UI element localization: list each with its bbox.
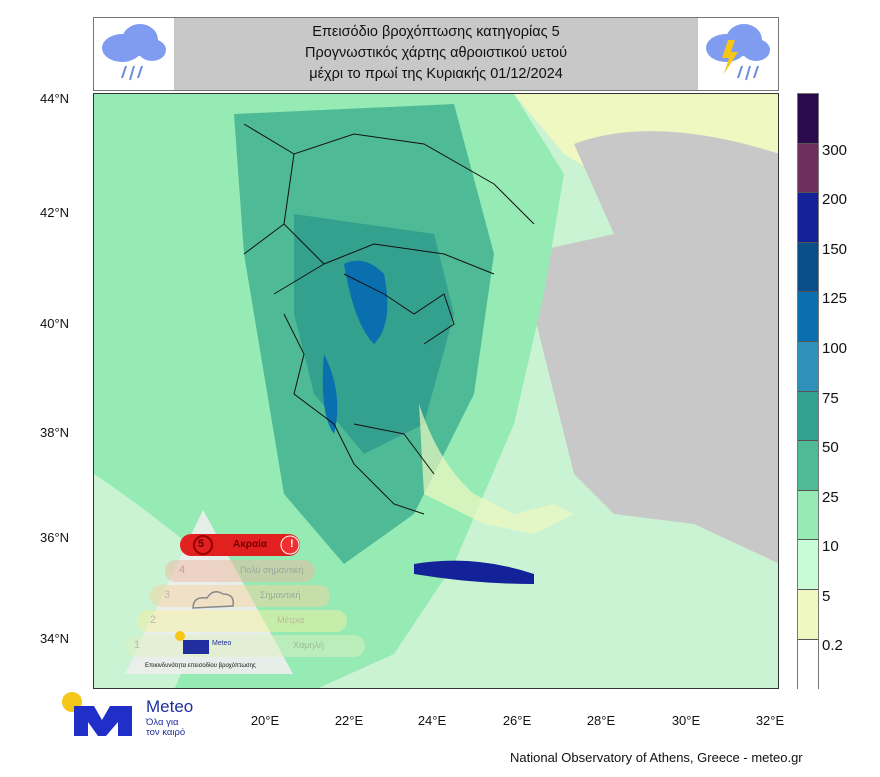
exclamation-icon: ! [290,538,294,550]
colorbar-label: 50 [822,439,839,456]
lat-label: 42°N [40,205,70,220]
map-title-banner: Επεισόδιο βροχόπτωσης κατηγορίας 5 Προγν… [93,17,779,91]
colorbar-label: 200 [822,191,848,208]
lat-label: 36°N [40,530,70,545]
lat-label: 38°N [40,425,70,440]
thunderstorm-cloud-icon [698,18,778,90]
colorbar-label: 125 [822,290,848,307]
lat-label: 40°N [40,316,70,331]
map-title: Επεισόδιο βροχόπτωσης κατηγορίας 5 Προγν… [305,24,567,82]
lon-label: 22°E [334,713,364,728]
turkey-land [524,224,778,564]
lon-label: 24°E [417,713,447,728]
colorbar-label: 150 [822,241,848,258]
lon-label: 30°E [671,713,701,728]
colorbar-label: 5 [822,588,831,605]
risk-triangle [125,510,365,674]
colorbar-label: 75 [822,390,839,407]
lon-label: 28°E [586,713,616,728]
colorbar [797,93,819,690]
lat-label: 34°N [40,631,70,646]
rain-cloud-icon [94,18,174,90]
lon-label: 20°E [250,713,280,728]
colorbar-label: 25 [822,489,839,506]
risk-level-legend: 5 ! Ακραία 4 Πολύ σημαντική 3 Σημαντική … [125,508,365,678]
colorbar-label: 10 [822,538,839,555]
crete [414,560,534,584]
lon-label: 26°E [502,713,532,728]
colorbar-label: 100 [822,340,848,357]
thrace-land [574,131,778,234]
colorbar-label: 300 [822,142,848,159]
lat-label: 44°N [40,91,70,106]
meteo-logo [60,690,145,745]
colorbar-label: 0.2 [822,637,843,654]
footer-credit: National Observatory of Athens, Greece -… [510,750,803,765]
lon-label: 32°E [755,713,785,728]
